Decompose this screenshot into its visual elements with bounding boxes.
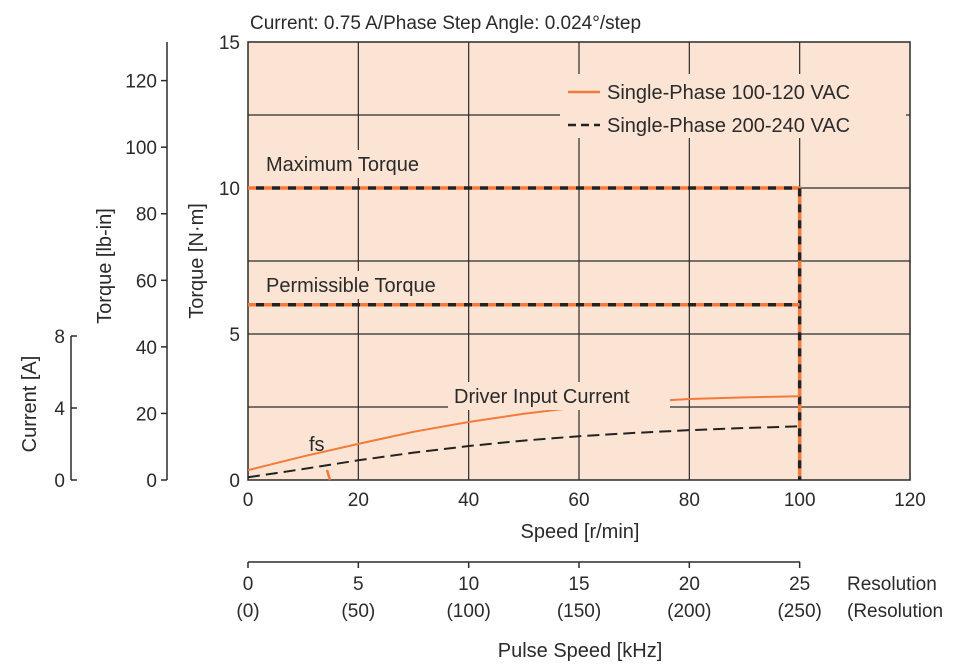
permissible-torque-label-bg [262, 271, 466, 299]
y-axis-current-tick-labels: 0 4 8 [54, 327, 77, 492]
y-tick-label-current: 8 [54, 327, 65, 348]
x-tick-label: 40 [458, 490, 479, 511]
y-tick-label-nm: 10 [219, 179, 240, 200]
pulse-tick-label: 0 [243, 574, 254, 595]
pulse-tick-label-resolution: (100) [446, 601, 490, 622]
max-torque-label: Maximum Torque [266, 154, 419, 176]
x-axis-label: Speed [r/min] [521, 521, 640, 543]
x-tick-label: 20 [348, 490, 369, 511]
y-axis-nm-tick-labels: 0 5 10 15 [219, 33, 240, 492]
max-torque-label-bg [262, 150, 458, 178]
driver-current-label-bg [448, 382, 670, 410]
x-tick-label: 100 [784, 490, 816, 511]
y-tick-label-lbin: 20 [136, 404, 157, 425]
y-tick-label-current: 0 [54, 471, 65, 492]
legend-label-2: Single-Phase 200-240 VAC [607, 115, 850, 137]
pulse-tick-label-resolution: (0) [236, 601, 259, 622]
pulse-axis-note-bottom: (Resolution [847, 601, 943, 622]
x-tick-label: 80 [679, 490, 700, 511]
y-axis-lbin-tick-labels: 0 20 40 60 80 100 120 [125, 72, 167, 492]
y-axis-lbin-label: Torque [lb-in] [94, 208, 116, 324]
pulse-tick-label-resolution: (200) [667, 601, 711, 622]
pulse-tick-label: 5 [353, 574, 364, 595]
pulse-axis-label: Pulse Speed [kHz] [498, 640, 663, 662]
series-line-max-torque-100-120vac [248, 186, 802, 480]
y-axis-nm-label: Torque [N·m] [186, 203, 208, 319]
series-line-current-100-120vac [247, 395, 800, 472]
legend-background [560, 74, 906, 138]
pulse-tick-label: 10 [458, 574, 479, 595]
series-line-max-torque-200-240vac [248, 186, 802, 480]
y-tick-label-nm: 0 [229, 471, 240, 492]
x-tick-label: 0 [243, 490, 254, 511]
pulse-axis-tick-labels: 0 (0) 5 (50) 10 (100) 15 (150) 20 (200) 25 (250) [236, 562, 822, 622]
legend: Single-Phase 100-120 VAC Single-Phase 20… [560, 74, 906, 138]
fs-marker [325, 469, 332, 481]
y-tick-label-nm: 5 [229, 325, 240, 346]
pulse-axis-note-top: Resolution [847, 574, 937, 595]
y-tick-label-lbin: 100 [125, 138, 157, 159]
y-tick-label-nm: 15 [219, 33, 240, 54]
permissible-torque-label: Permissible Torque [266, 275, 436, 297]
y-tick-label-lbin: 120 [125, 72, 157, 93]
y-tick-label-lbin: 80 [136, 205, 157, 226]
x-tick-label: 120 [894, 490, 926, 511]
pulse-tick-label: 15 [568, 574, 589, 595]
y-tick-label-lbin: 40 [136, 338, 157, 359]
fs-label: fs [309, 434, 325, 456]
chart-title: Current: 0.75 A/Phase Step Angle: 0.024°… [250, 13, 641, 34]
pulse-tick-label-resolution: (50) [341, 601, 375, 622]
y-tick-label-lbin: 60 [136, 271, 157, 292]
pulse-tick-label: 20 [679, 574, 700, 595]
driver-current-label: Driver Input Current [454, 386, 630, 408]
pulse-tick-label: 25 [789, 574, 810, 595]
y-tick-label-current: 4 [54, 399, 65, 420]
current-lines [247, 395, 800, 479]
x-axis-tick-labels: 0 20 40 60 80 100 120 [243, 490, 926, 511]
torque-lines [248, 186, 802, 480]
x-tick-label: 60 [568, 490, 589, 511]
plot-frame [247, 41, 911, 481]
pulse-tick-label-resolution: (250) [777, 601, 821, 622]
pulse-tick-label-resolution: (150) [557, 601, 601, 622]
series-line-current-200-240vac [247, 425, 800, 479]
legend-label-1: Single-Phase 100-120 VAC [607, 82, 850, 104]
y-axis-current-label: Current [A] [19, 356, 41, 453]
y-tick-label-lbin: 0 [146, 471, 157, 492]
